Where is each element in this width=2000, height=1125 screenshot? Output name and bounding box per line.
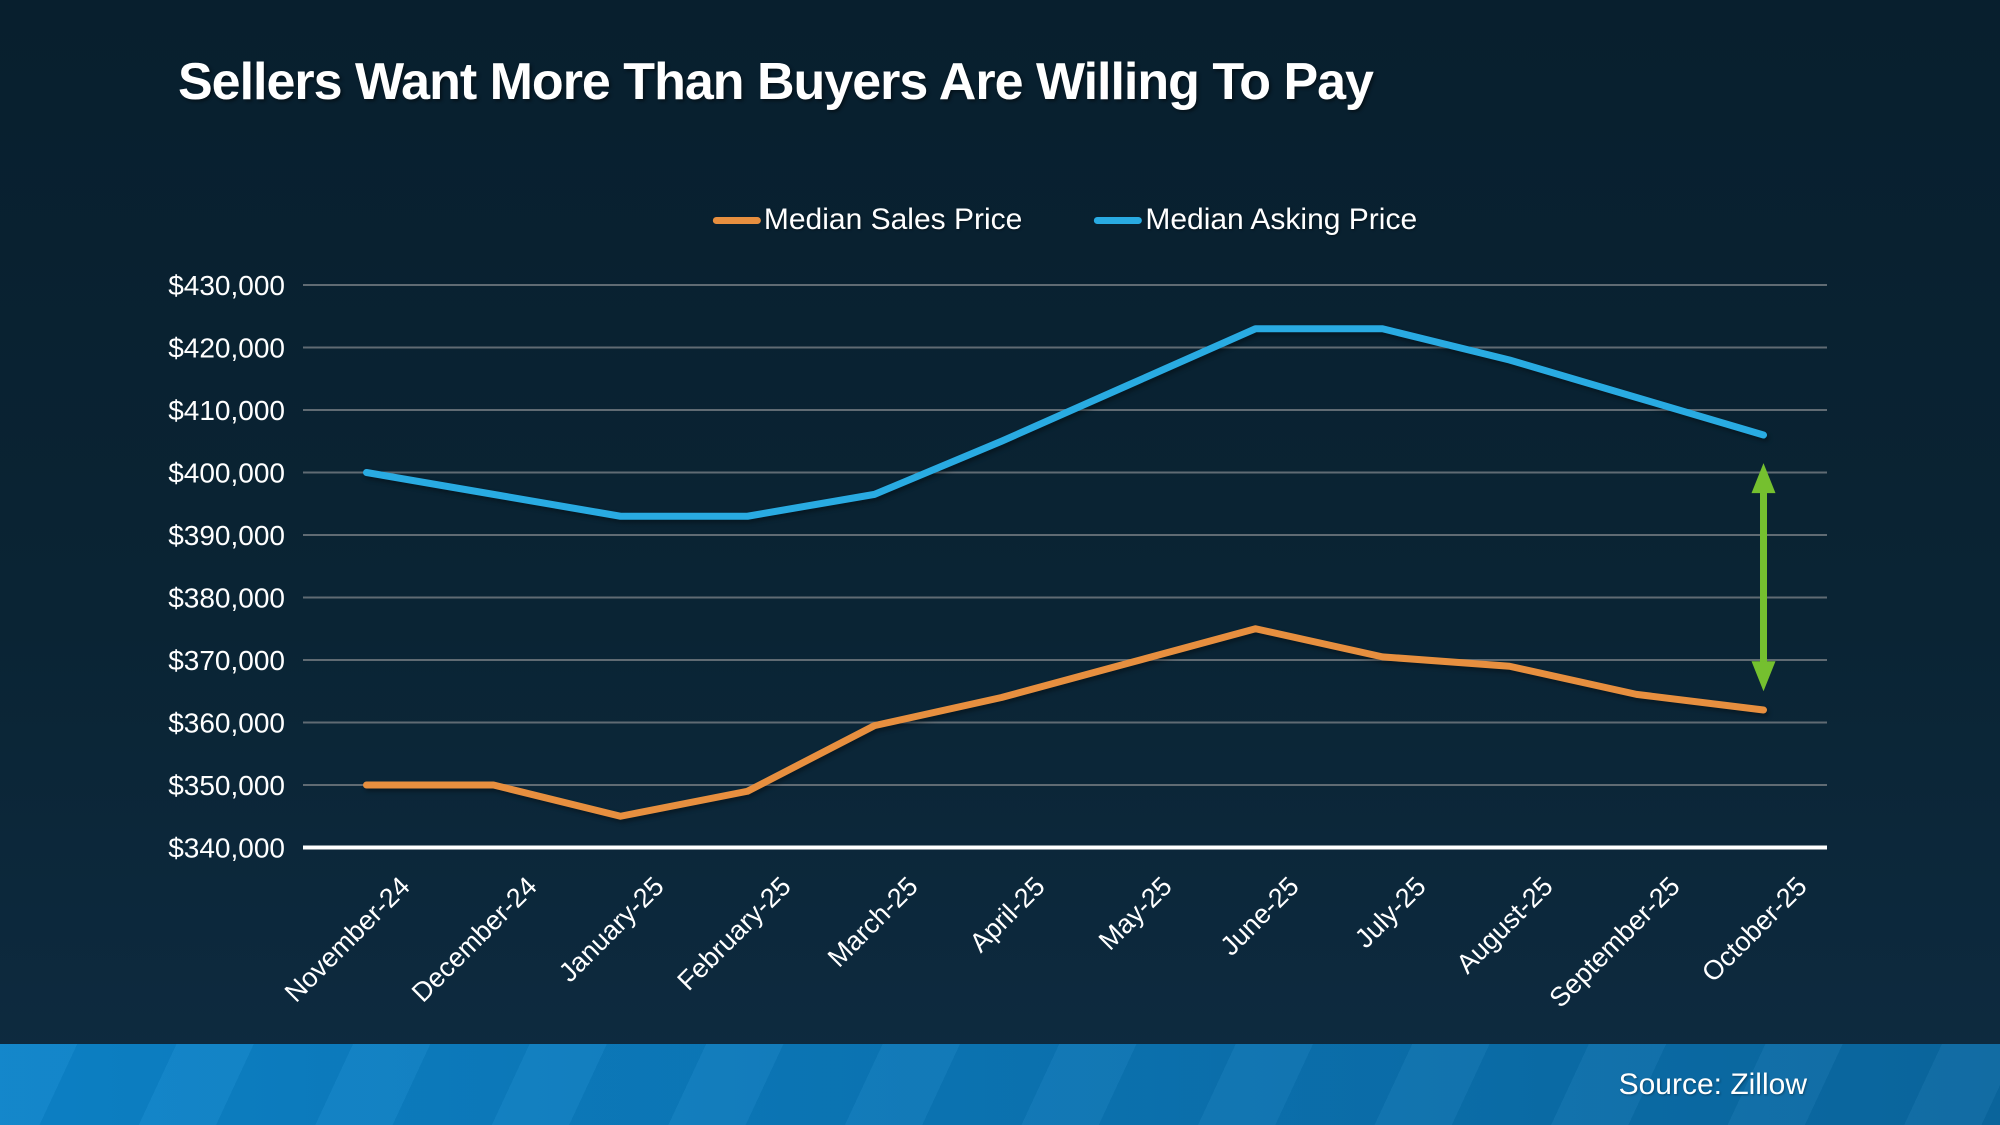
legend-item-median-sales-price: Median Sales Price: [712, 203, 1023, 237]
y-tick-label: $390,000: [168, 520, 285, 551]
series-line-median-sales-price: [363, 625, 1767, 820]
gap-arrow-down-head-icon: [1751, 661, 1776, 692]
y-tick-label: $370,000: [168, 645, 285, 676]
legend-label-median-sales-price: Median Sales Price: [763, 203, 1023, 236]
x-tick-label: December-24: [406, 871, 543, 1008]
y-tick-label: $420,000: [168, 333, 285, 364]
x-tick-label: April-25: [964, 871, 1051, 958]
y-tick-label: $430,000: [168, 270, 285, 301]
chart-legend: Median Sales Price Median Asking Price: [712, 203, 1417, 237]
gap-arrow-up-head-icon: [1751, 463, 1776, 494]
x-tick-label: January-25: [553, 871, 670, 988]
source-credit: Source: Zillow: [1618, 1067, 1807, 1101]
y-tick-label: $360,000: [168, 708, 285, 739]
x-tick-label: October-25: [1696, 871, 1813, 988]
y-tick-label: $400,000: [168, 458, 285, 489]
x-tick-label: May-25: [1093, 871, 1178, 956]
x-tick-label: February-25: [672, 871, 797, 996]
y-tick-label: $340,000: [168, 833, 285, 864]
y-tick-label: $410,000: [168, 395, 285, 426]
x-tick-label: March-25: [822, 871, 924, 973]
x-tick-label: September-25: [1544, 871, 1686, 1013]
legend-item-median-asking-price: Median Asking Price: [1094, 203, 1417, 237]
y-tick-label: $350,000: [168, 770, 285, 801]
sales-line-swatch-icon: [712, 216, 761, 224]
y-tick-label: $380,000: [168, 583, 285, 614]
x-tick-label: November-24: [279, 871, 416, 1008]
asking-line-swatch-icon: [1094, 216, 1143, 224]
series-line-median-asking-price: [363, 325, 1767, 520]
legend-label-median-asking-price: Median Asking Price: [1145, 203, 1418, 236]
chart-title: Sellers Want More Than Buyers Are Willin…: [178, 53, 1374, 111]
x-tick-label: July-25: [1349, 871, 1432, 954]
x-tick-label: June-25: [1215, 871, 1305, 961]
footer-bar: Source: Zillow: [0, 1044, 2000, 1125]
x-tick-label: August-25: [1450, 871, 1558, 979]
